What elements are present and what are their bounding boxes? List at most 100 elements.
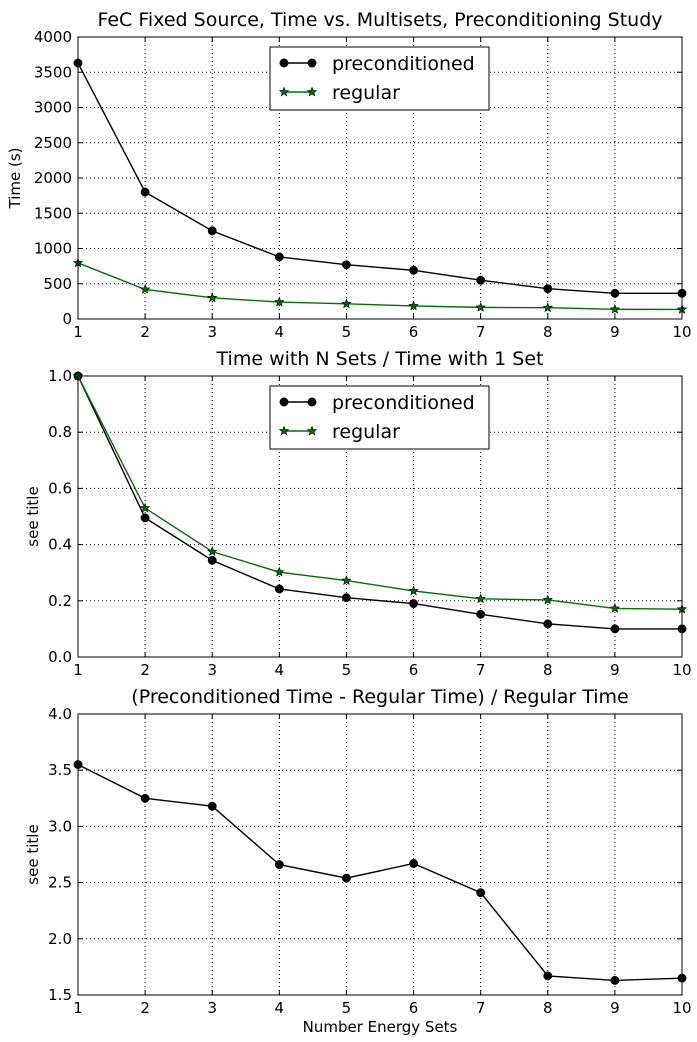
y-tick-label: 3.5: [48, 761, 72, 779]
y-tick-label: 0.6: [48, 479, 72, 497]
x-tick-label: 6: [409, 999, 419, 1017]
x-tick-label: 1: [73, 323, 83, 341]
data-point: [543, 971, 553, 981]
x-tick-label: 8: [543, 323, 553, 341]
x-tick-label: 8: [543, 661, 553, 679]
data-point: [341, 575, 352, 585]
legend: preconditioned regular: [269, 385, 490, 450]
x-tick-label: 1: [73, 661, 83, 679]
x-tick-label: 5: [342, 661, 352, 679]
legend-label: regular: [332, 82, 400, 104]
chart-panel-2: Time with N Sets / Time with 1 Set 1 2 3 4 5 6…: [24, 348, 692, 679]
data-point: [139, 283, 151, 294]
data-point: [475, 593, 486, 604]
x-tick-label: 10: [672, 999, 691, 1017]
y-tick-label: 4000: [34, 28, 72, 46]
y-tick-label: 0.4: [48, 536, 72, 554]
x-tick-label: 10: [672, 323, 691, 341]
x-tick-label: 5: [342, 999, 352, 1017]
data-point: [207, 801, 217, 811]
legend-marker: [307, 58, 317, 68]
data-point: [140, 187, 150, 197]
data-point: [274, 566, 285, 577]
data-point: [610, 288, 620, 298]
legend-label: regular: [332, 421, 400, 443]
x-tick-label: 1: [73, 999, 83, 1017]
series-line-1: [73, 760, 687, 985]
legend-box: [269, 385, 490, 450]
series-line: [77, 763, 683, 982]
x-tick-label: 6: [409, 323, 419, 341]
data-point: [341, 260, 351, 270]
data-point: [139, 502, 151, 513]
y-tick-label: 0.2: [48, 592, 72, 610]
legend-marker: [306, 86, 318, 97]
y-tick-label: 1.5: [48, 986, 72, 1004]
y-tick-label: 2000: [34, 169, 72, 187]
data-point: [609, 602, 621, 613]
data-point: [207, 226, 217, 236]
x-tick-label: 3: [207, 999, 217, 1017]
x-tick-label: 7: [476, 661, 486, 679]
y-tick-label: 2.5: [48, 874, 72, 892]
legend-box: [269, 46, 490, 111]
data-point: [476, 888, 486, 898]
data-point: [341, 873, 351, 883]
x-tick-label: 9: [610, 999, 620, 1017]
legend-marker: [278, 425, 290, 436]
data-point: [610, 624, 620, 634]
chart-title: (Preconditioned Time - Regular Time) / R…: [131, 686, 628, 708]
x-tick-label: 10: [672, 661, 691, 679]
x-tick-label: 8: [543, 999, 553, 1017]
y-tick-label: 2500: [34, 134, 72, 152]
data-point: [207, 292, 218, 303]
data-point: [274, 860, 284, 870]
legend-marker: [278, 86, 290, 97]
plot-frame: [77, 36, 683, 320]
legend-marker: [307, 397, 317, 407]
x-tick-label: 4: [275, 323, 285, 341]
data-point: [542, 594, 553, 605]
y-axis-label: see title: [24, 486, 42, 546]
y-tick-label: 3.0: [48, 817, 72, 835]
data-point: [341, 593, 351, 603]
data-point: [341, 298, 352, 309]
y-tick-label: 4.0: [48, 705, 72, 723]
series-line: [77, 375, 682, 630]
data-point: [409, 859, 419, 868]
legend: preconditioned regular: [269, 46, 490, 111]
chart-title: Time with N Sets / Time with 1 Set: [216, 348, 544, 370]
series-line: [77, 62, 682, 294]
data-point: [543, 619, 553, 629]
y-tick-label: 1000: [34, 240, 72, 258]
y-tick-label: 0: [62, 310, 72, 328]
legend-marker: [306, 425, 318, 436]
chart-panel-1: FeC Fixed Source, Time vs. Multisets, Pr…: [6, 9, 692, 341]
y-axis-label: Time (s): [6, 148, 24, 210]
x-tick-label: 9: [610, 323, 620, 341]
data-point: [476, 609, 486, 619]
legend-label: preconditioned: [332, 53, 475, 75]
x-tick-label: 3: [207, 661, 217, 679]
legend-marker: [279, 397, 289, 407]
data-point: [140, 793, 150, 803]
data-point: [610, 975, 620, 985]
data-point: [475, 301, 486, 312]
legend-marker: [279, 58, 289, 68]
data-point: [274, 252, 284, 262]
y-tick-label: 1.0: [48, 367, 72, 385]
series-line: [77, 262, 683, 311]
data-point: [409, 265, 419, 275]
data-point: [543, 284, 553, 294]
data-point: [409, 599, 419, 609]
chart-title: FeC Fixed Source, Time vs. Multisets, Pr…: [97, 9, 662, 31]
data-point: [274, 296, 285, 307]
x-tick-label: 3: [207, 323, 217, 341]
legend-label: preconditioned: [332, 392, 475, 414]
x-tick-label: 4: [275, 999, 285, 1017]
y-tick-label: 2.0: [48, 930, 72, 948]
series-preconditioned: [73, 58, 687, 298]
chart-panel-3: (Preconditioned Time - Regular Time) / R…: [24, 686, 692, 1036]
